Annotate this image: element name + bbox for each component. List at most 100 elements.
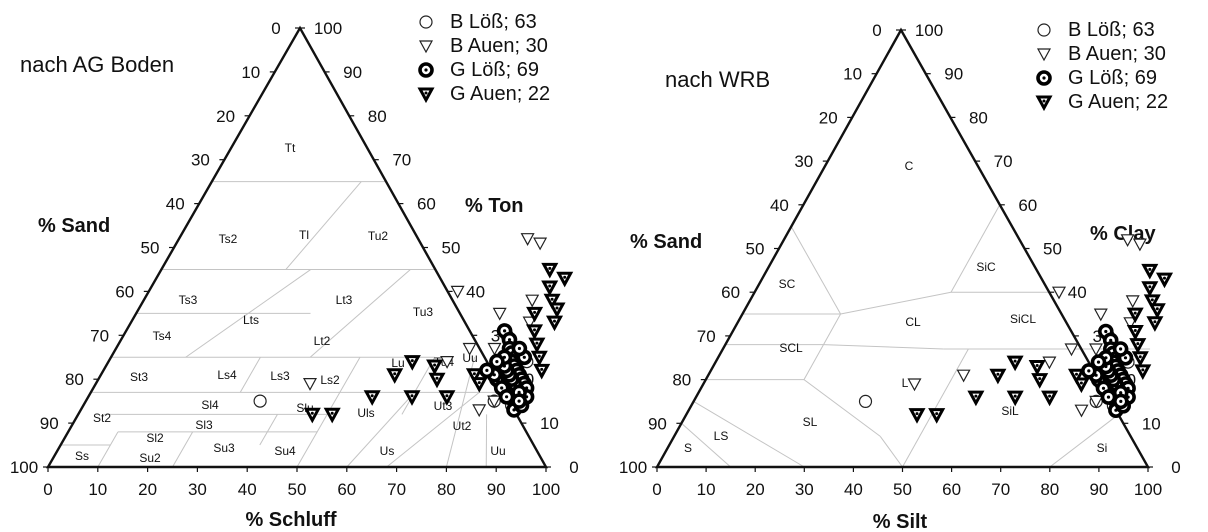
marker-shape: [520, 233, 535, 246]
right-tick-label: 100: [915, 21, 943, 40]
right-tick-label: 40: [1068, 283, 1087, 302]
marker-shape: [1064, 343, 1079, 357]
bottom-tick-label: 40: [844, 480, 863, 499]
bottom-tick-label: 30: [188, 480, 207, 499]
class-label: C: [905, 159, 914, 173]
legend-entry: B Löß; 63: [1068, 19, 1155, 41]
data-point: [1072, 377, 1090, 394]
class-label: SiC: [976, 260, 996, 274]
class-label: Us: [380, 444, 395, 458]
left-tick-label: 30: [794, 152, 813, 171]
tick-labels: 0001010102020203030304040405050506060607…: [619, 21, 1181, 499]
right-tick-label: 90: [944, 65, 963, 84]
class-boundary-line: [879, 436, 903, 468]
marker-dot: [1133, 329, 1137, 332]
class-label: Lt2: [314, 334, 331, 348]
class-boundary-line: [401, 357, 436, 415]
data-point: [548, 302, 566, 319]
class-labels: C SC SiC CL SiCL SCL L SiL SL LS S Si: [684, 159, 1107, 455]
marker-shape: [492, 307, 507, 321]
legend-marker: [1035, 95, 1053, 112]
series-1: [302, 233, 548, 418]
data-point: [1141, 263, 1159, 280]
class-label: Sl2: [146, 431, 164, 445]
marker-dot: [517, 399, 521, 403]
marker-dot: [537, 354, 541, 358]
data-point: [1064, 343, 1079, 357]
class-boundary-line: [790, 226, 842, 315]
class-label: Tu2: [368, 229, 389, 243]
marker-dot: [1104, 329, 1108, 334]
bottom-tick-label: 100: [532, 480, 560, 499]
class-label: Uu: [462, 351, 477, 365]
left-tick-label: 90: [648, 414, 667, 433]
marker-dot: [424, 68, 428, 72]
marker-dot: [550, 297, 554, 301]
class-boundary-line: [1049, 414, 1119, 468]
data-point: [1131, 351, 1149, 367]
bottom-tick-label: 10: [697, 480, 716, 499]
data-point: [541, 280, 559, 297]
data-point: [498, 388, 515, 405]
tick-labels: 0001010102020203030304040405050506060607…: [10, 19, 579, 499]
marker-dot: [433, 363, 437, 367]
marker-shape: [487, 342, 502, 356]
class-label: Tt: [285, 141, 296, 155]
left-tick-label: 20: [819, 108, 838, 127]
data-point: [1125, 295, 1140, 309]
marker-dot: [1119, 399, 1123, 403]
series-2: [479, 323, 535, 418]
left-tick-label: 10: [843, 65, 862, 84]
data-point: [479, 362, 495, 379]
data-point: [1006, 355, 1024, 372]
legend-marker: [417, 87, 435, 104]
bottom-tick-label: 0: [652, 480, 661, 499]
left-tick-label: 100: [10, 458, 38, 477]
right-tick-label: 0: [1171, 458, 1180, 477]
series-3: [303, 262, 574, 424]
data-point: [530, 350, 548, 367]
data-point: [1120, 234, 1135, 248]
marker-dot: [1138, 355, 1142, 359]
class-label: St2: [93, 411, 111, 425]
marker-dot: [424, 91, 428, 95]
left-tick-label: 10: [241, 63, 260, 82]
class-boundary-line: [823, 313, 842, 345]
legend-entry: B Löß; 63: [450, 11, 537, 33]
bottom-tick-label: 90: [487, 480, 506, 499]
legend-entry: G Auen; 22: [450, 83, 550, 105]
data-point: [487, 395, 502, 409]
class-boundary-line: [346, 392, 415, 468]
right-tick-label: 80: [368, 107, 387, 126]
right-tick-label: 10: [540, 414, 559, 433]
data-point: [472, 404, 487, 418]
marker-dot: [555, 306, 559, 310]
class-boundary-line: [950, 204, 1001, 293]
class-boundary-line: [902, 348, 969, 468]
left-tick-label: 40: [770, 196, 789, 215]
marker-dot: [410, 359, 414, 363]
class-label: Ss: [75, 449, 89, 463]
marker-dot: [1109, 338, 1113, 342]
data-point: [1067, 368, 1086, 385]
right-tick-label: 70: [994, 152, 1013, 171]
data-point: [522, 316, 537, 330]
marker-shape: [533, 237, 548, 251]
class-label: Lts: [243, 313, 259, 327]
marker-dot: [548, 266, 552, 270]
marker-shape: [440, 356, 455, 369]
data-point: [1028, 360, 1046, 376]
bottom-tick-label: 70: [991, 480, 1010, 499]
marker-dot: [935, 412, 939, 416]
legend-marker: [419, 15, 433, 29]
left-tick-label: 0: [872, 21, 881, 40]
data-point: [1146, 316, 1164, 332]
marker-dot: [1075, 372, 1078, 376]
legend-marker: [1037, 23, 1051, 37]
marker-dot: [1163, 276, 1166, 280]
class-label: Sl4: [201, 398, 219, 412]
data-point: [543, 293, 561, 310]
marker-dot: [1148, 285, 1152, 289]
marker-dot: [1042, 76, 1046, 80]
marker-shape: [1089, 395, 1104, 409]
